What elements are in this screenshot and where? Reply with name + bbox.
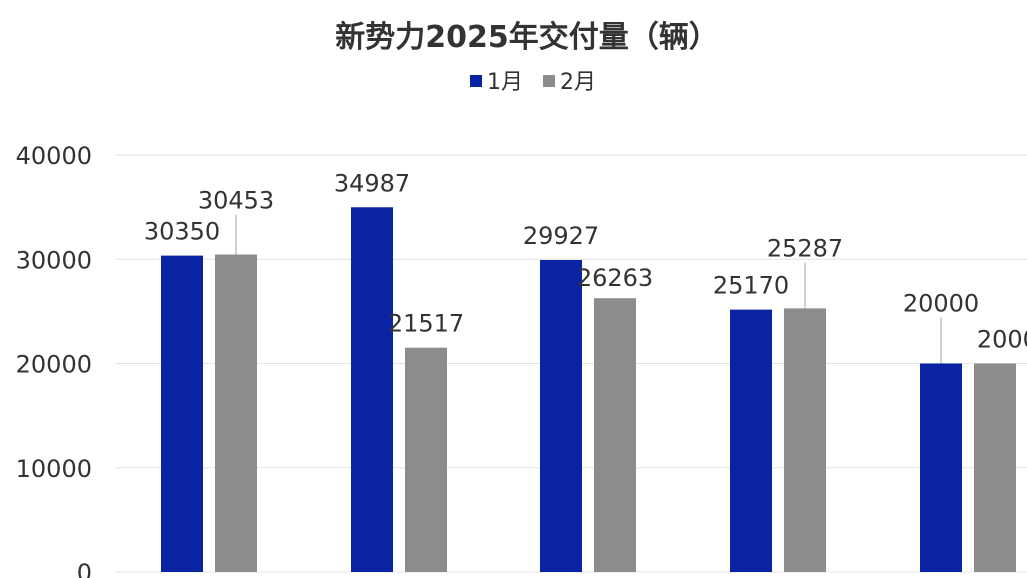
y-tick-label: 0 — [77, 559, 92, 578]
data-label-jan: 25170 — [713, 272, 789, 300]
bar-feb — [215, 254, 257, 573]
data-label-jan: 34987 — [334, 169, 410, 197]
bar-jan — [351, 207, 393, 572]
data-label-feb: 20000 — [977, 326, 1027, 354]
data-label-feb: 25287 — [767, 234, 843, 262]
bar-feb — [974, 363, 1016, 572]
legend-label-jan: 1月 — [487, 70, 523, 95]
bar-feb — [784, 308, 826, 572]
bar-jan — [540, 260, 582, 572]
y-tick-label: 40000 — [16, 142, 92, 170]
y-axis: 0 10000 20000 30000 40000 — [16, 142, 92, 578]
y-tick-label: 20000 — [16, 351, 92, 379]
bar-jan — [730, 309, 772, 572]
bars — [161, 207, 1016, 573]
bar-jan — [920, 363, 962, 572]
data-label-feb: 30453 — [198, 187, 274, 215]
y-tick-label: 10000 — [16, 455, 92, 483]
legend-label-feb: 2月 — [560, 70, 596, 95]
data-label-jan: 30350 — [144, 218, 220, 246]
legend-swatch-feb — [543, 75, 555, 87]
legend-swatch-jan — [470, 75, 482, 87]
data-labels: 30350 30453 34987 21517 29927 26263 25170 25287… — [144, 169, 1027, 364]
chart-title: 新势力2025年交付量（辆） — [335, 20, 719, 55]
data-label-feb: 21517 — [388, 310, 464, 338]
bar-feb — [594, 298, 636, 572]
data-label-feb: 26263 — [577, 264, 653, 292]
data-label-jan: 20000 — [903, 290, 979, 318]
bar-jan — [161, 255, 203, 572]
y-tick-label: 30000 — [16, 246, 92, 274]
legend: 1月 2月 — [470, 70, 596, 95]
bar-feb — [405, 347, 447, 572]
data-label-jan: 29927 — [523, 222, 599, 250]
